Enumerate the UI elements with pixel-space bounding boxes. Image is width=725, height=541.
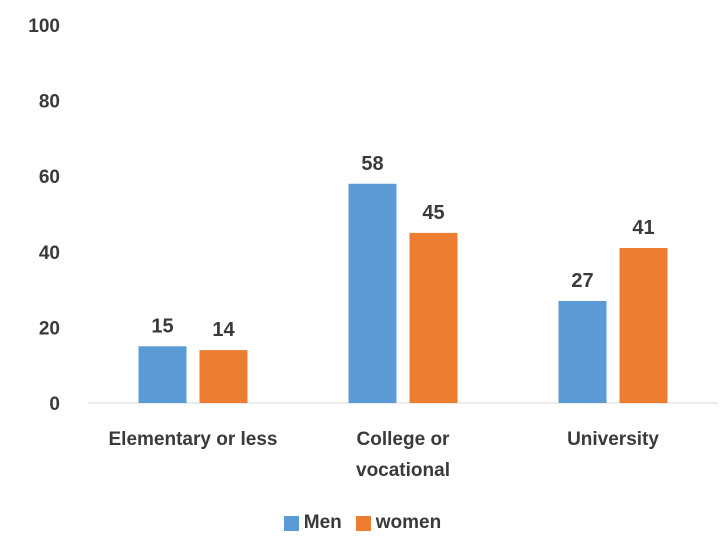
bar-women-2 bbox=[619, 248, 668, 403]
data-label: 14 bbox=[212, 319, 235, 341]
data-label: 41 bbox=[632, 217, 654, 239]
data-label: 27 bbox=[571, 270, 593, 292]
y-tick-label: 40 bbox=[39, 243, 60, 264]
bar-men-2 bbox=[558, 300, 607, 403]
y-tick-label: 0 bbox=[49, 394, 60, 415]
bar-women-1 bbox=[409, 232, 458, 403]
category-labels-group: Elementary or less College or vocational Un… bbox=[109, 429, 660, 481]
data-label: 58 bbox=[361, 153, 383, 175]
legend-swatch-women bbox=[355, 515, 371, 531]
data-label: 15 bbox=[151, 315, 173, 337]
legend-swatch-men bbox=[283, 515, 299, 531]
data-label: 45 bbox=[422, 202, 444, 224]
bar-men-0 bbox=[138, 346, 187, 403]
y-tick-label: 80 bbox=[39, 92, 60, 113]
category-label: College or bbox=[357, 429, 451, 450]
y-tick-label: 60 bbox=[39, 167, 60, 188]
y-tick-label: 20 bbox=[39, 318, 60, 339]
legend-item-men: Men bbox=[283, 512, 342, 534]
legend-label-women: women bbox=[375, 512, 442, 533]
category-label: vocational bbox=[356, 460, 450, 481]
legend: Men women bbox=[0, 512, 725, 534]
legend-label-men: Men bbox=[303, 512, 342, 533]
legend-item-women: women bbox=[355, 512, 442, 534]
y-axis-tick-labels: 0 20 40 60 80 100 bbox=[28, 16, 60, 415]
category-label: University bbox=[567, 429, 659, 450]
category-label: Elementary or less bbox=[109, 429, 278, 450]
bar-women-0 bbox=[199, 350, 248, 403]
y-tick-label: 100 bbox=[28, 16, 60, 37]
data-labels-group: 15 14 58 45 27 41 bbox=[151, 153, 654, 341]
bars-group bbox=[138, 183, 668, 403]
bar-men-1 bbox=[348, 183, 397, 403]
bar-chart: 0 20 40 60 80 100 15 14 58 45 27 41 Elementary or … bbox=[28, 16, 718, 481]
